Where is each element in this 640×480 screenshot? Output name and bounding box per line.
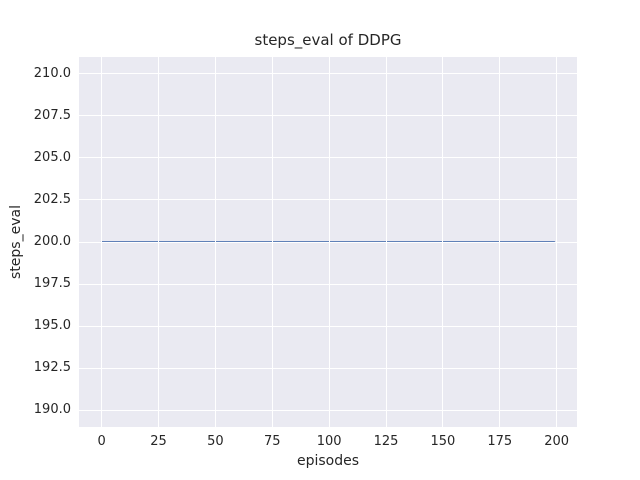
- x-tick-label: 0: [97, 434, 106, 449]
- x-tick-label: 125: [373, 434, 399, 449]
- v-gridline: [328, 57, 330, 427]
- v-gridline: [385, 57, 387, 427]
- x-tick-label: 50: [207, 434, 224, 449]
- h-gridline: [79, 283, 577, 285]
- h-gridline: [79, 325, 577, 327]
- x-tick-label: 200: [544, 434, 570, 449]
- h-gridline: [79, 157, 577, 159]
- h-gridline: [79, 367, 577, 369]
- v-gridline: [214, 57, 216, 427]
- h-gridline: [79, 409, 577, 411]
- y-axis-label: steps_eval: [8, 205, 24, 279]
- v-gridline: [271, 57, 273, 427]
- h-gridline: [79, 73, 577, 75]
- v-gridline: [101, 57, 103, 427]
- v-gridline: [442, 57, 444, 427]
- v-gridline: [556, 57, 558, 427]
- x-tick-label: 175: [487, 434, 513, 449]
- h-gridline: [79, 241, 577, 243]
- v-gridline: [158, 57, 159, 427]
- plot-area: [79, 57, 577, 427]
- chart-title: steps_eval of DDPG: [254, 31, 402, 49]
- h-gridline: [79, 199, 577, 201]
- x-tick-label: 75: [263, 434, 281, 449]
- x-tick-label: 25: [150, 434, 167, 449]
- v-gridline: [499, 57, 501, 427]
- x-tick-label: 150: [430, 434, 456, 449]
- x-axis-label: episodes: [296, 453, 360, 469]
- h-gridline: [79, 115, 577, 117]
- x-tick-label: 100: [316, 434, 342, 449]
